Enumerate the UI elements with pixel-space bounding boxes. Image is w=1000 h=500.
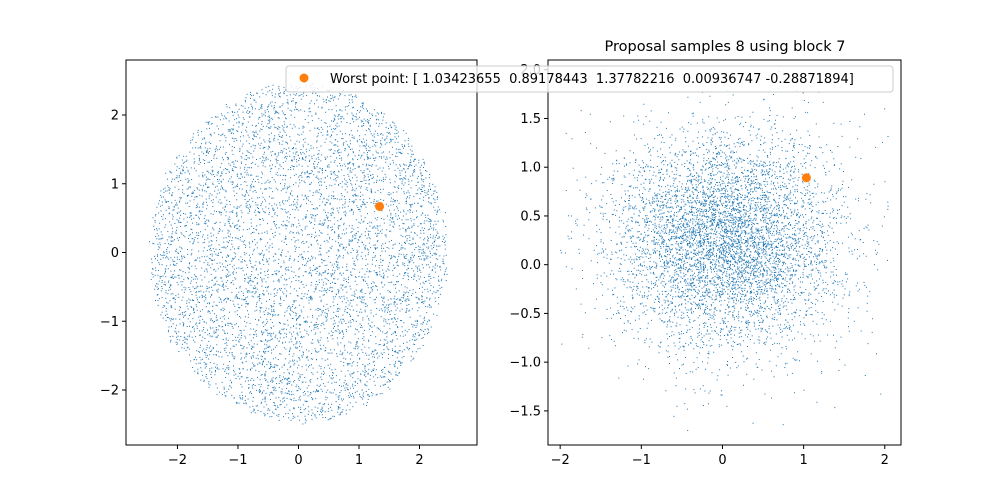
- x-tick-label: 2: [881, 453, 889, 468]
- y-tick-label: 0: [111, 246, 119, 261]
- y-tick-label: 0.0: [520, 258, 541, 273]
- legend: Worst point: [ 1.03423655 0.89178443 1.3…: [285, 65, 894, 93]
- right-worst-point-marker: [801, 173, 811, 183]
- y-tick-label: −1.0: [509, 356, 541, 371]
- x-tick-label: 1: [355, 453, 363, 468]
- x-tick-label: −2: [168, 453, 187, 468]
- right-x-ticks: −2 −1 0 1 2: [551, 445, 889, 468]
- x-tick-label: 2: [415, 453, 423, 468]
- x-tick-label: 1: [799, 453, 807, 468]
- right-sample-points: [560, 65, 889, 431]
- x-tick-label: −1: [228, 453, 247, 468]
- right-sample-cloud: [560, 65, 889, 431]
- y-tick-label: 2: [111, 109, 119, 124]
- y-tick-label: −0.5: [509, 307, 541, 322]
- legend-marker: [299, 73, 309, 83]
- left-scatter-axes: −2 −1 0 1 2 −2 −1 0 1 2: [100, 59, 478, 468]
- left-sample-cloud: [148, 81, 448, 425]
- left-worst-point-marker: [375, 201, 385, 211]
- y-tick-label: −2: [100, 384, 119, 399]
- left-worst-point: [375, 201, 385, 211]
- legend-box: [285, 65, 894, 93]
- x-tick-label: −2: [551, 453, 570, 468]
- right-worst-point: [801, 173, 811, 183]
- right-axes-frame: [547, 59, 902, 446]
- left-sample-points: [148, 81, 448, 425]
- x-tick-label: 0: [294, 453, 302, 468]
- y-tick-label: −1.5: [509, 404, 541, 419]
- y-tick-label: 1.0: [520, 161, 541, 176]
- left-x-ticks: −2 −1 0 1 2: [168, 445, 424, 468]
- y-tick-label: 0.5: [520, 209, 541, 224]
- x-tick-label: 0: [718, 453, 726, 468]
- left-y-ticks: −2 −1 0 1 2: [100, 109, 126, 399]
- legend-entry-worst-point: Worst point: [ 1.03423655 0.89178443 1.3…: [330, 72, 854, 87]
- right-chart-title: Proposal samples 8 using block 7: [605, 39, 846, 55]
- x-tick-label: −1: [632, 453, 651, 468]
- y-tick-label: −1: [100, 315, 119, 330]
- y-tick-label: 1: [111, 177, 119, 192]
- y-tick-label: 1.5: [520, 112, 541, 127]
- right-y-ticks: −1.5−1.0−0.50.00.51.01.52.0: [509, 63, 548, 419]
